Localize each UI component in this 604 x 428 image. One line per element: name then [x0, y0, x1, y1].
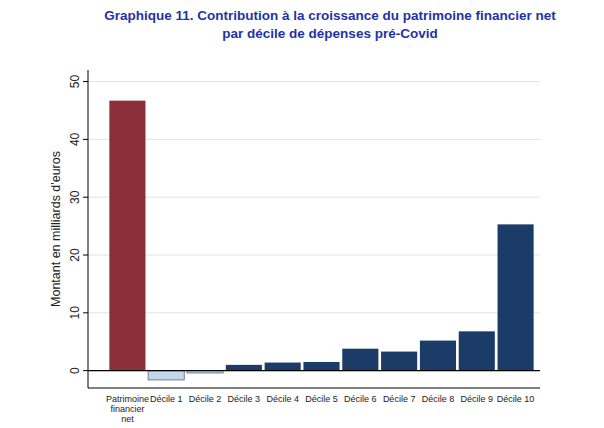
category-label-line: Décile 10	[497, 394, 535, 404]
category-label-line: Décile 1	[150, 394, 183, 404]
category-label-line: Décile 5	[305, 394, 338, 404]
tick-mark	[83, 255, 88, 256]
bar	[498, 224, 534, 370]
tick-mark	[83, 139, 88, 140]
category-label-line: Patrimoine	[106, 394, 149, 404]
grid-line	[88, 139, 540, 140]
category-label: Décile 5	[305, 394, 338, 404]
bar	[109, 101, 145, 371]
bar	[226, 365, 262, 371]
category-label: Décile 3	[228, 394, 261, 404]
grid-line	[88, 312, 540, 313]
y-axis	[88, 70, 89, 388]
grid-line	[88, 197, 540, 198]
category-label: Patrimoinefinanciernet	[106, 394, 149, 424]
tick-mark	[83, 197, 88, 198]
category-label-line: Décile 8	[422, 394, 455, 404]
bar	[381, 352, 417, 371]
tick-mark	[83, 370, 88, 371]
bar	[148, 371, 184, 380]
tick-label: 30	[68, 190, 82, 204]
chart: Graphique 11. Contribution à la croissan…	[0, 0, 604, 428]
bar	[459, 331, 495, 370]
category-label-line: Décile 6	[344, 394, 377, 404]
category-label-line: net	[121, 414, 134, 424]
title: Graphique 11. Contribution à la croissan…	[104, 8, 556, 23]
category-label: Décile 7	[383, 394, 416, 404]
bar	[265, 363, 301, 371]
bar	[303, 362, 339, 371]
grid-line	[88, 255, 540, 256]
tick-label: 10	[68, 306, 82, 320]
category-label-line: Décile 3	[228, 394, 261, 404]
category-label-line: Décile 2	[189, 394, 222, 404]
grid-line	[88, 370, 540, 371]
category-label: Décile 1	[150, 394, 183, 404]
y-axis-label: Montant en milliards d'euros	[49, 151, 63, 307]
bar	[342, 349, 378, 371]
category-label-line: Décile 4	[266, 394, 299, 404]
zero-line	[88, 370, 540, 371]
tick-label: 50	[68, 75, 82, 89]
x-axis	[88, 388, 540, 389]
tick-label: 0	[68, 367, 82, 374]
tick-mark	[83, 312, 88, 313]
category-label: Décile 4	[266, 394, 299, 404]
category-label-line: financier	[110, 404, 144, 414]
category-label: Décile 8	[422, 394, 455, 404]
tick-mark	[83, 81, 88, 82]
category-label: Décile 10	[497, 394, 535, 404]
tick-label: 20	[68, 248, 82, 262]
category-label: Décile 2	[189, 394, 222, 404]
tick-label: 40	[68, 132, 82, 146]
category-label: Décile 9	[461, 394, 494, 404]
category-label-line: Décile 7	[383, 394, 416, 404]
bars	[109, 101, 533, 380]
title: par décile de dépenses pré-Covid	[222, 26, 437, 41]
category-label: Décile 6	[344, 394, 377, 404]
category-label-line: Décile 9	[461, 394, 494, 404]
bar	[420, 341, 456, 371]
grid-line	[88, 81, 540, 82]
